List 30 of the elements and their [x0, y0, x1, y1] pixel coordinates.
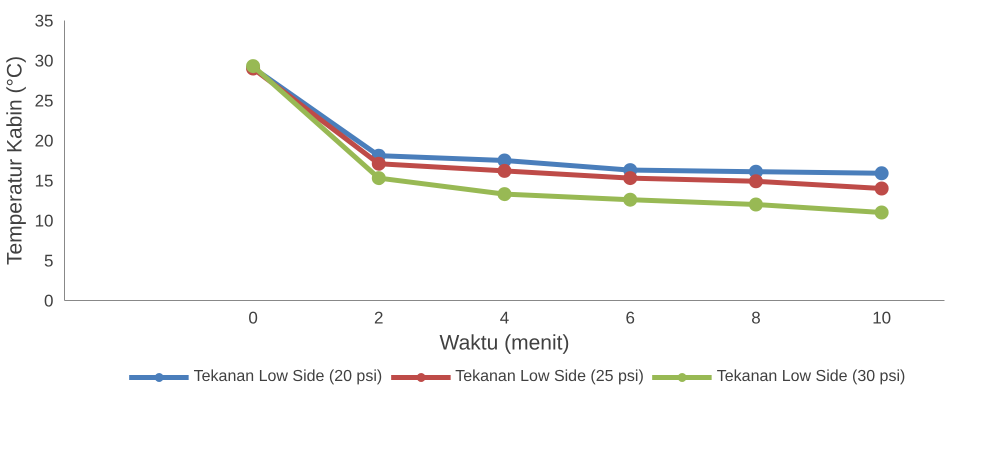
y-tick-label: 20: [34, 132, 54, 150]
legend-label: Tekanan Low Side (20 psi): [194, 368, 382, 386]
x-tick-label: 0: [248, 308, 258, 328]
x-tick-label: 6: [625, 308, 635, 328]
x-tick-label: 4: [500, 308, 510, 328]
y-axis-title: Temperatur Kabin (°C): [4, 56, 27, 266]
x-tick-label: 10: [872, 308, 892, 328]
point: [874, 166, 889, 180]
point: [874, 182, 889, 196]
point: [372, 171, 386, 186]
y-tick-label: 10: [34, 212, 54, 230]
x-axis-title: Waktu (menit): [440, 332, 570, 354]
x-tick-label: 2: [374, 308, 384, 328]
point: [623, 192, 638, 207]
point: [874, 206, 889, 220]
point: [748, 198, 763, 212]
point: [623, 171, 638, 186]
point: [498, 164, 512, 178]
y-tick-label: 5: [44, 252, 54, 270]
y-tick-label: 35: [34, 12, 54, 30]
y-tick-label: 0: [44, 292, 54, 310]
point: [748, 174, 763, 188]
x-tick-label: 8: [751, 308, 761, 328]
legend-label: Tekanan Low Side (30 psi): [716, 368, 906, 386]
legend-label: Tekanan Low Side (25 psi): [455, 368, 644, 386]
y-tick-label: 30: [34, 52, 54, 70]
y-tick-label: 25: [34, 92, 54, 110]
point: [498, 187, 512, 202]
point: [372, 156, 386, 171]
y-tick-label: 15: [34, 172, 54, 190]
